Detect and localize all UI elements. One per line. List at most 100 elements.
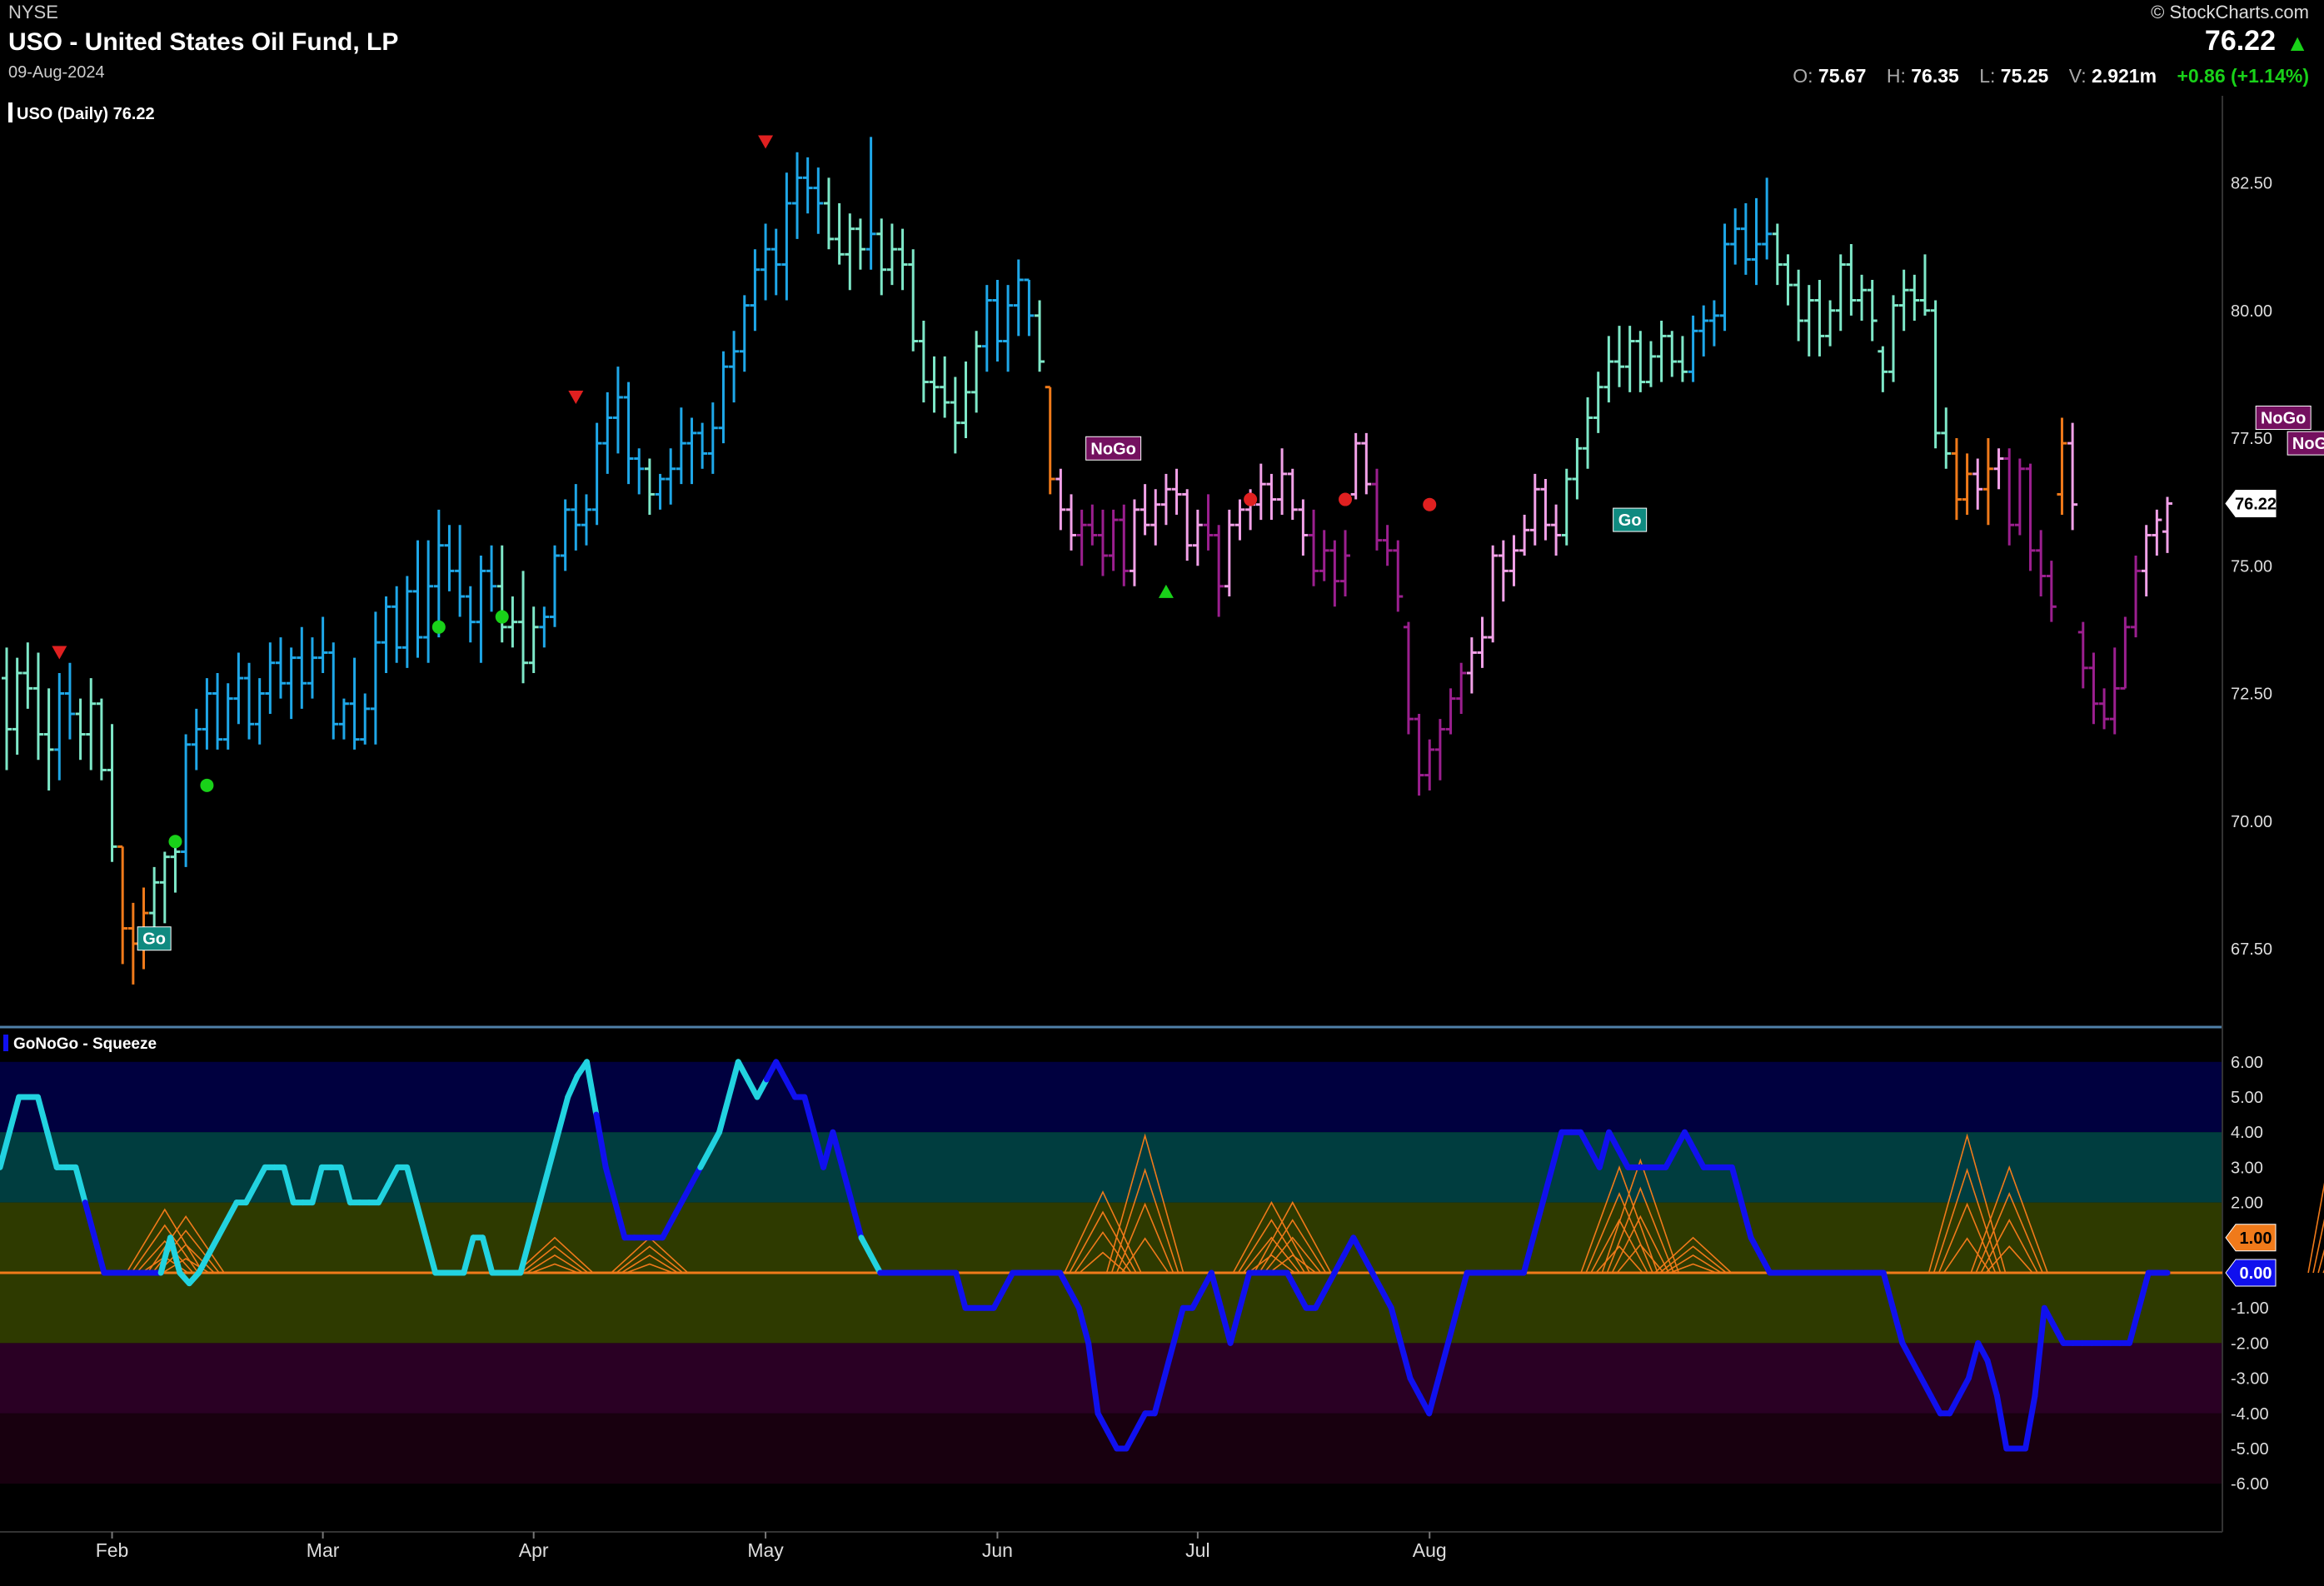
price-bar[interactable] <box>1150 489 1161 546</box>
price-bar[interactable] <box>1751 197 1762 286</box>
price-bar[interactable] <box>2077 621 2088 689</box>
price-bar[interactable] <box>1140 484 1150 536</box>
price-bar[interactable] <box>2099 688 2110 730</box>
price-bar[interactable] <box>612 367 623 454</box>
price-bar[interactable] <box>1013 259 1024 337</box>
price-bar[interactable] <box>254 678 265 745</box>
price-bar[interactable] <box>412 540 423 658</box>
price-bar[interactable] <box>2088 652 2099 725</box>
price-bar[interactable] <box>43 688 54 791</box>
price-bar[interactable] <box>1024 278 1035 337</box>
price-bar[interactable] <box>1898 269 1909 332</box>
price-bar[interactable] <box>1171 468 1182 515</box>
price-bar[interactable] <box>96 698 107 781</box>
price-bar[interactable] <box>1076 509 1087 566</box>
price-bar[interactable] <box>159 851 170 924</box>
price-bar[interactable] <box>32 652 43 761</box>
price-bar[interactable] <box>1645 341 1656 387</box>
price-bar[interactable] <box>275 637 286 699</box>
price-bar[interactable] <box>771 228 781 296</box>
price-bar[interactable] <box>992 279 1003 362</box>
price-bar[interactable] <box>1677 336 1688 382</box>
price-bar[interactable] <box>1361 432 1372 495</box>
price-bar[interactable] <box>845 213 855 291</box>
price-bar[interactable] <box>22 642 33 709</box>
price-panel[interactable]: GoNoGoGoNoGoNoGoNoGo <box>2 135 2324 985</box>
price-bar[interactable] <box>2120 616 2131 690</box>
price-bar[interactable] <box>1498 540 1509 602</box>
price-bar[interactable] <box>707 402 718 474</box>
price-bar[interactable] <box>496 545 507 643</box>
price-bar[interactable] <box>149 866 160 929</box>
price-bar[interactable] <box>518 571 529 684</box>
price-bar[interactable] <box>1509 535 1519 586</box>
price-bar[interactable] <box>823 177 834 250</box>
price-bar[interactable] <box>54 672 65 781</box>
price-bar[interactable] <box>2046 561 2057 622</box>
price-bar[interactable] <box>2067 422 2078 531</box>
price-bar[interactable] <box>1878 346 1888 392</box>
price-bar[interactable] <box>2036 530 2047 597</box>
price-bar[interactable] <box>1919 254 1930 316</box>
price-bar[interactable] <box>655 473 666 510</box>
price-bar[interactable] <box>328 642 339 740</box>
price-bar[interactable] <box>1783 254 1793 306</box>
price-bar[interactable] <box>1488 545 1499 643</box>
price-bar[interactable] <box>1667 331 1678 377</box>
price-bar[interactable] <box>781 172 792 301</box>
price-bar[interactable] <box>370 611 381 745</box>
price-bar[interactable] <box>1708 300 1719 347</box>
price-bar[interactable] <box>981 285 992 372</box>
price-bar[interactable] <box>1097 509 1108 576</box>
price-bar[interactable] <box>486 545 497 612</box>
price-bar[interactable] <box>86 678 97 771</box>
price-bar[interactable] <box>528 606 539 673</box>
price-bar[interactable] <box>1035 300 1045 372</box>
price-bar[interactable] <box>581 494 591 546</box>
price-bar[interactable] <box>455 525 466 617</box>
price-bar[interactable] <box>1835 254 1846 332</box>
price-bar[interactable] <box>1234 499 1245 541</box>
price-bar[interactable] <box>1962 453 1972 515</box>
price-bar[interactable] <box>1003 285 1014 372</box>
price-bar[interactable] <box>929 356 940 413</box>
price-bar[interactable] <box>1255 463 1266 521</box>
price-bar[interactable] <box>202 678 212 750</box>
price-bar[interactable] <box>1888 295 1899 382</box>
price-bar[interactable] <box>1393 540 1404 612</box>
price-bar[interactable] <box>2057 417 2067 515</box>
price-bar[interactable] <box>1424 739 1435 791</box>
price-bar[interactable] <box>127 902 138 985</box>
price-bar[interactable] <box>1087 504 1098 546</box>
price-bar[interactable] <box>1772 223 1783 286</box>
price-bar[interactable] <box>222 683 233 750</box>
price-bar[interactable] <box>792 152 803 239</box>
price-bar[interactable] <box>1456 662 1467 715</box>
price-bar[interactable] <box>476 555 486 663</box>
price-bar[interactable] <box>1561 468 1572 546</box>
price-bar[interactable] <box>1730 208 1741 265</box>
price-bar[interactable] <box>876 218 887 296</box>
price-bar[interactable] <box>602 392 613 474</box>
price-bar[interactable] <box>433 509 444 638</box>
price-bar[interactable] <box>360 693 371 745</box>
price-bar[interactable] <box>1551 504 1562 556</box>
price-bar[interactable] <box>591 422 602 526</box>
price-bar[interactable] <box>1434 719 1445 781</box>
price-bar[interactable] <box>886 223 897 286</box>
price-bar[interactable] <box>1762 177 1773 260</box>
price-bar[interactable] <box>1540 479 1551 541</box>
price-bar[interactable] <box>1119 504 1130 586</box>
price-bar[interactable] <box>1941 407 1952 469</box>
price-bar[interactable] <box>349 657 360 750</box>
price-bar[interactable] <box>623 382 634 485</box>
price-bar[interactable] <box>401 576 412 668</box>
price-bar[interactable] <box>897 228 908 291</box>
price-bar[interactable] <box>1846 244 1857 316</box>
price-bar[interactable] <box>117 845 128 965</box>
price-bar[interactable] <box>297 626 307 709</box>
price-bar[interactable] <box>1266 473 1277 521</box>
price-bar[interactable] <box>1371 468 1382 551</box>
price-bar[interactable] <box>1624 326 1635 392</box>
price-bar[interactable] <box>1055 468 1066 531</box>
